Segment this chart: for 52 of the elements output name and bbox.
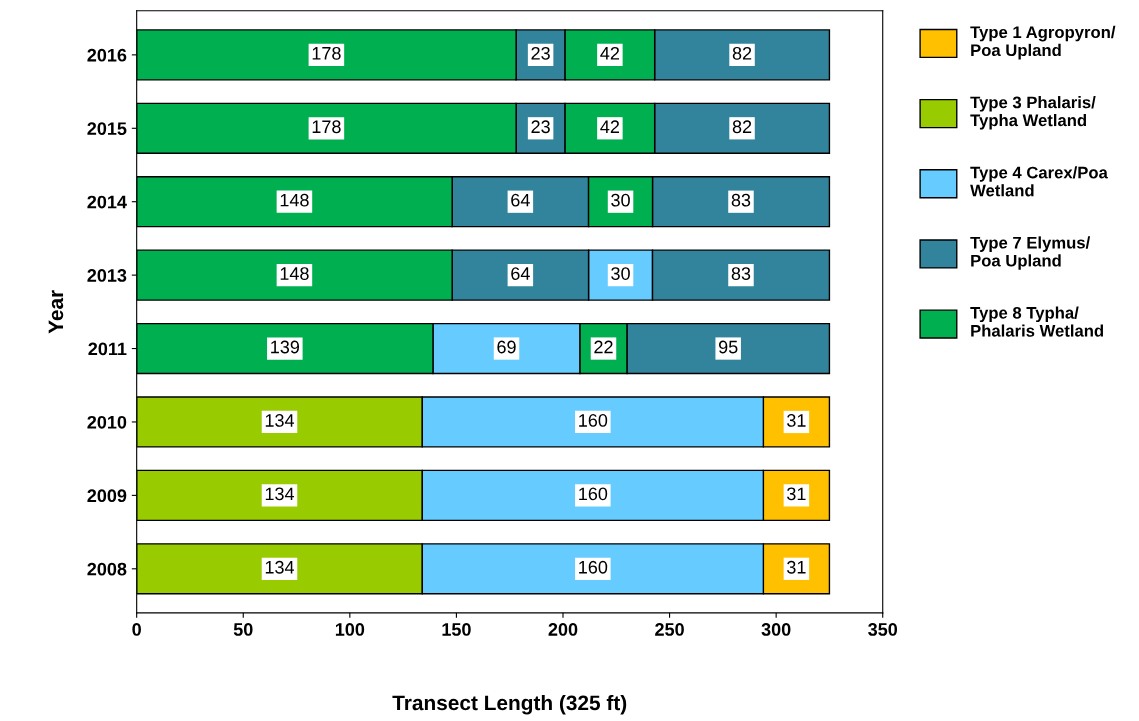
- data-label: 31: [787, 560, 806, 574]
- data-label: 82: [732, 46, 752, 60]
- y-tick-label: 2015: [87, 122, 127, 136]
- data-label: 31: [787, 414, 806, 427]
- data-label: 42: [600, 46, 620, 60]
- data-label: 95: [718, 340, 738, 354]
- legend-label: Type 4 Carex/Poa Wetland: [970, 166, 1108, 197]
- x-tick-label: 0: [132, 623, 141, 636]
- x-tick-label: 100: [335, 623, 365, 636]
- data-label: 30: [611, 267, 630, 280]
- data-label: 134: [265, 487, 295, 501]
- data-label: 23: [531, 120, 550, 134]
- data-label: 30: [611, 193, 630, 207]
- legend-label: Type 1 Agropyron/ Poa Upland: [970, 25, 1116, 60]
- y-tick-label: 2014: [87, 195, 127, 209]
- x-tick-label: 350: [868, 623, 898, 636]
- data-label: 178: [312, 46, 341, 60]
- y-tick-label: 2009: [87, 489, 127, 503]
- y-tick-label: 2013: [87, 269, 127, 282]
- data-label: 69: [497, 340, 516, 354]
- x-tick-label: 300: [761, 623, 791, 636]
- legend-label: Type 3 Phalaris/ Typha Wetland: [970, 96, 1096, 130]
- y-tick-label: 2008: [87, 562, 127, 576]
- y-tick-label: 2011: [88, 342, 127, 356]
- data-label: 42: [600, 120, 620, 133]
- data-label: 160: [579, 487, 608, 501]
- data-label: 83: [731, 267, 751, 280]
- data-label: 83: [731, 193, 751, 207]
- x-tick-label: 200: [548, 623, 578, 636]
- data-label: 64: [511, 193, 530, 207]
- data-label: 64: [511, 267, 530, 280]
- x-tick-label: 50: [233, 623, 253, 636]
- data-label: 22: [594, 340, 613, 354]
- data-label: 82: [732, 120, 752, 134]
- data-label: 23: [531, 46, 550, 60]
- data-label: 134: [265, 414, 295, 427]
- y-tick-label: 2016: [87, 48, 127, 62]
- y-tick-label: 2010: [87, 415, 127, 429]
- x-tick-label: 250: [655, 623, 684, 636]
- data-label: 160: [579, 414, 608, 427]
- data-label: 134: [265, 560, 295, 574]
- data-label: 139: [271, 340, 300, 354]
- data-label: 148: [280, 193, 309, 207]
- x-axis-title: Transect Length (325 ft): [392, 694, 627, 715]
- legend-label: Type 7 Elymus/ Poa Upland: [970, 236, 1091, 270]
- data-label: 160: [579, 560, 608, 574]
- data-label: 148: [280, 267, 309, 280]
- x-tick-label: 150: [442, 623, 471, 636]
- legend-label: Type 8 Typha/ Phalaris Wetland: [970, 306, 1104, 337]
- y-axis-title: Year: [48, 290, 64, 334]
- data-label: 178: [312, 120, 341, 134]
- data-label: 31: [787, 487, 806, 501]
